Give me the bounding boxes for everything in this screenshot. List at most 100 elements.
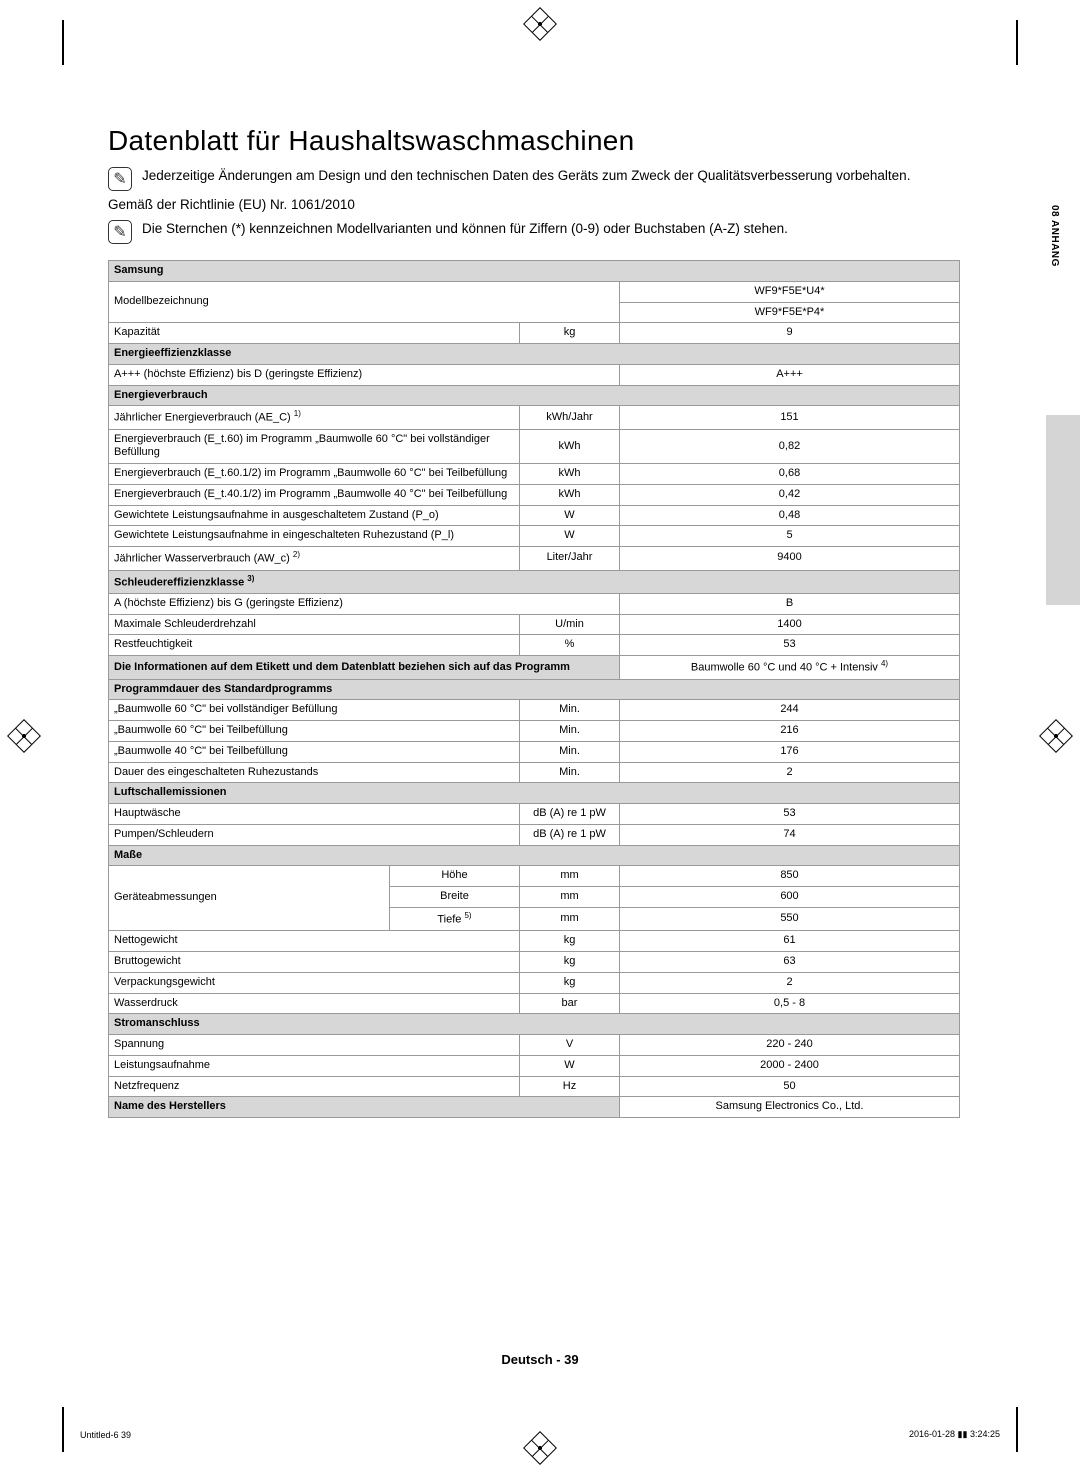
value-cell: 850 [620,866,960,887]
value-cell: 0,68 [620,464,960,485]
label-cell: Bruttogewicht [109,952,520,973]
label-cell: Spannung [109,1035,520,1056]
label-cell: A+++ (höchste Effizienz) bis D (geringst… [109,364,620,385]
value-cell: A+++ [620,364,960,385]
value-cell: WF9*F5E*P4* [620,302,960,323]
value-cell: 9 [620,323,960,344]
value-cell: WF9*F5E*U4* [620,281,960,302]
label-cell: „Baumwolle 60 °C" bei vollständiger Befü… [109,700,520,721]
unit-cell: V [520,1035,620,1056]
section-tab: 08 ANHANG [1049,205,1060,267]
label-cell: Gewichtete Leistungsaufnahme in eingesch… [109,526,520,547]
label-cell: Energieverbrauch (E_t.60.1/2) im Program… [109,464,520,485]
unit-cell: mm [520,907,620,930]
value-cell: Samsung Electronics Co., Ltd. [620,1097,960,1118]
unit-cell: W [520,526,620,547]
section-header: Luftschallemissionen [109,783,960,804]
unit-cell: dB (A) re 1 pW [520,824,620,845]
spec-table: Samsung Modellbezeichnung WF9*F5E*U4* WF… [108,260,960,1118]
label-cell: Energieverbrauch (E_t.40.1/2) im Program… [109,484,520,505]
section-header: Maße [109,845,960,866]
unit-cell: kg [520,931,620,952]
section-header: Schleudereffizienzklasse 3) [109,570,960,593]
section-header: Programmdauer des Standardprogramms [109,679,960,700]
value-cell: 244 [620,700,960,721]
value-cell: 550 [620,907,960,930]
note-row: ✎ Jederzeitige Änderungen am Design und … [108,167,960,191]
brand-cell: Samsung [109,261,960,282]
unit-cell: kWh [520,484,620,505]
page-number: Deutsch - 39 [501,1352,578,1367]
note-text: Jederzeitige Änderungen am Design und de… [142,167,910,185]
value-cell: 220 - 240 [620,1035,960,1056]
value-cell: Baumwolle 60 °C und 40 °C + Intensiv 4) [620,656,960,679]
value-cell: 9400 [620,547,960,570]
value-cell: B [620,593,960,614]
value-cell: 63 [620,952,960,973]
unit-cell: bar [520,993,620,1014]
page-title: Datenblatt für Haushaltswaschmaschinen [108,125,960,157]
value-cell: 74 [620,824,960,845]
label-cell: Jährlicher Energieverbrauch (AE_C) 1) [109,406,520,429]
unit-cell: mm [520,866,620,887]
unit-cell: Min. [520,762,620,783]
crop-mark [1016,1407,1018,1452]
unit-cell: Hz [520,1076,620,1097]
label-cell: Kapazität [109,323,520,344]
unit-cell: Min. [520,700,620,721]
crop-mark [62,1407,64,1452]
label-cell: Pumpen/Schleudern [109,824,520,845]
dim-sub: Höhe [390,866,520,887]
label-cell: Verpackungsgewicht [109,972,520,993]
value-cell: 2 [620,972,960,993]
value-cell: 61 [620,931,960,952]
section-header: Stromanschluss [109,1014,960,1035]
unit-cell: kg [520,323,620,344]
value-cell: 0,42 [620,484,960,505]
section-header: Energieeffizienzklasse [109,344,960,365]
value-cell: 53 [620,635,960,656]
unit-cell: Min. [520,741,620,762]
label-cell: „Baumwolle 60 °C" bei Teilbefüllung [109,721,520,742]
registration-mark-icon [1039,719,1073,753]
value-cell: 1400 [620,614,960,635]
unit-cell: mm [520,887,620,908]
unit-cell: Min. [520,721,620,742]
value-cell: 5 [620,526,960,547]
label-cell: Gewichtete Leistungsaufnahme in ausgesch… [109,505,520,526]
unit-cell: U/min [520,614,620,635]
label-cell: Restfeuchtigkeit [109,635,520,656]
unit-cell: kWh [520,464,620,485]
unit-cell: kWh/Jahr [520,406,620,429]
unit-cell: % [520,635,620,656]
footer-timestamp: 2016-01-28 ▮▮ 3:24:25 [909,1429,1000,1440]
dim-sub: Tiefe 5) [390,907,520,930]
label-cell: Jährlicher Wasserverbrauch (AW_c) 2) [109,547,520,570]
note-text: Die Sternchen (*) kennzeichnen Modellvar… [142,220,788,238]
label-cell: Maximale Schleuderdrehzahl [109,614,520,635]
section-header: Die Informationen auf dem Etikett und de… [109,656,620,679]
unit-cell: kg [520,952,620,973]
unit-cell: W [520,505,620,526]
value-cell: 50 [620,1076,960,1097]
value-cell: 0,48 [620,505,960,526]
section-bar [1046,415,1080,605]
regulation-line: Gemäß der Richtlinie (EU) Nr. 1061/2010 [108,197,960,212]
crop-mark [1016,20,1018,65]
section-header: Energieverbrauch [109,385,960,406]
registration-mark-icon [7,719,41,753]
label-cell: Modellbezeichnung [109,281,620,323]
page-content: Datenblatt für Haushaltswaschmaschinen ✎… [108,125,960,1118]
registration-mark-icon [523,7,557,41]
dim-sub: Breite [390,887,520,908]
label-cell: Energieverbrauch (E_t.60) im Programm „B… [109,429,520,464]
value-cell: 2000 - 2400 [620,1055,960,1076]
value-cell: 0,5 - 8 [620,993,960,1014]
label-cell: Leistungsaufnahme [109,1055,520,1076]
value-cell: 2 [620,762,960,783]
label-cell: Geräteabmessungen [109,866,390,931]
label-cell: Nettogewicht [109,931,520,952]
note-icon: ✎ [108,167,132,191]
label-cell: Dauer des eingeschalteten Ruhezustands [109,762,520,783]
label-cell: Wasserdruck [109,993,520,1014]
